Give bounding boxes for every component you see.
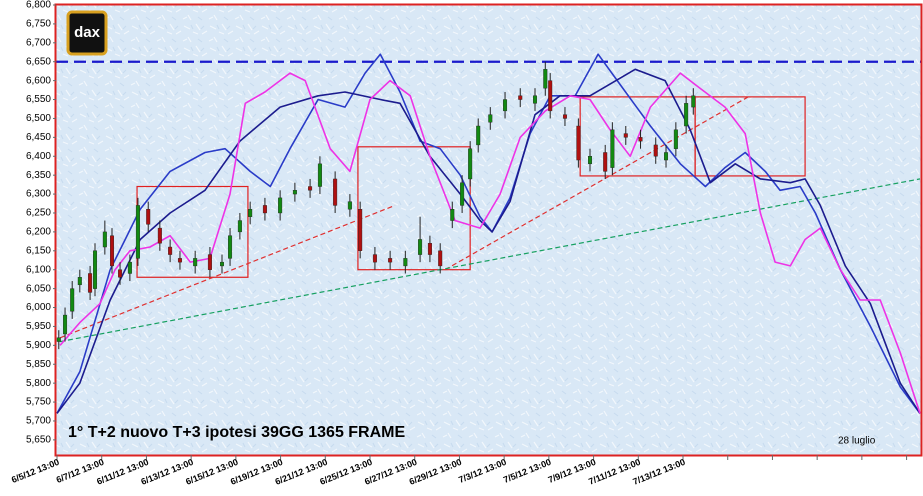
candle-body	[168, 246, 173, 255]
candle-body	[610, 129, 615, 168]
y-tick-label: 6,250	[26, 208, 51, 219]
candle-body	[77, 277, 82, 286]
candle-body	[438, 250, 443, 267]
y-tick-label: 5,750	[26, 397, 51, 408]
candle-body	[70, 288, 75, 312]
candle-body	[427, 243, 432, 255]
candle-body	[118, 269, 123, 278]
plot-layer	[56, 53, 922, 414]
candle-body	[684, 103, 689, 127]
candle-body	[673, 129, 678, 149]
y-tick-label: 6,150	[26, 245, 51, 256]
candle-body	[372, 254, 377, 263]
candle-body	[653, 144, 658, 157]
candle-body	[548, 80, 553, 112]
candle-body	[207, 254, 212, 270]
y-tick-label: 6,300	[26, 189, 51, 200]
candle-body	[102, 231, 107, 248]
candle-body	[450, 209, 455, 221]
y-tick-label: 6,550	[26, 94, 51, 105]
candle-body	[262, 205, 267, 214]
candle-body	[177, 258, 182, 263]
candle-body	[63, 314, 68, 335]
candle-body	[146, 209, 151, 225]
logo: dax	[66, 10, 108, 56]
y-tick-label: 5,800	[26, 378, 51, 389]
x-tick-label: 7/3/12 13:00	[457, 457, 508, 485]
logo-badge	[66, 10, 108, 56]
candle-body	[418, 239, 423, 255]
y-tick-label: 6,600	[26, 75, 51, 86]
candle-body	[248, 209, 253, 217]
y-tick-label: 6,800	[26, 0, 51, 11]
x-tick-label: 7/5/12 13:00	[502, 457, 553, 485]
y-tick-label: 6,000	[26, 302, 51, 313]
y-tick-label: 6,650	[26, 56, 51, 67]
candle-body	[219, 261, 224, 267]
y-tick-label: 6,050	[26, 283, 51, 294]
trendline	[59, 178, 921, 343]
candle-body	[135, 205, 140, 259]
candle-body	[308, 186, 313, 191]
trendline	[59, 204, 396, 339]
y-tick-label: 6,400	[26, 151, 51, 162]
range-box	[694, 96, 806, 177]
annotation: 28 luglio	[838, 436, 876, 447]
logo-text: dax	[74, 24, 101, 41]
trendline	[444, 95, 751, 271]
y-tick-label: 5,700	[26, 416, 51, 427]
candle-body	[488, 114, 493, 123]
y-tick-label: 6,100	[26, 264, 51, 275]
cycle-line	[56, 68, 921, 414]
x-tick-label: 6/5/12 13:00	[10, 457, 61, 485]
y-tick-label: 6,450	[26, 132, 51, 143]
candle-body	[576, 125, 581, 161]
candle-body	[562, 114, 567, 119]
candle-body	[292, 190, 297, 195]
candle-body	[317, 163, 322, 187]
y-tick-label: 5,850	[26, 359, 51, 370]
candle-body	[664, 152, 669, 161]
candle-body	[127, 261, 132, 274]
candle-body	[460, 182, 465, 206]
y-tick-label: 5,950	[26, 321, 51, 332]
y-tick-label: 6,750	[26, 19, 51, 30]
candle-body	[691, 95, 696, 108]
y-tick-label: 5,900	[26, 340, 51, 351]
candle-body	[503, 99, 508, 112]
candle-body	[388, 258, 393, 263]
candle-body	[623, 133, 628, 138]
candle-body	[468, 148, 473, 180]
candle-body	[193, 258, 198, 267]
candle-body	[109, 235, 114, 267]
candle-body	[476, 125, 481, 146]
candle-body	[228, 235, 233, 259]
candle-body	[638, 137, 643, 142]
y-tick-label: 6,350	[26, 170, 51, 181]
candle-body	[347, 201, 352, 210]
candle-body	[56, 337, 61, 342]
candle-body	[358, 209, 363, 251]
candle-body	[588, 156, 593, 165]
y-tick-label: 6,200	[26, 227, 51, 238]
candle-body	[157, 227, 162, 244]
candle-body	[93, 250, 98, 289]
candle-body	[88, 273, 93, 293]
y-tick-label: 6,700	[26, 37, 51, 48]
candle-body	[603, 152, 608, 172]
y-tick-label: 5,650	[26, 435, 51, 446]
candle-body	[237, 220, 242, 233]
candle-body	[333, 178, 338, 206]
plot-frame	[54, 3, 923, 457]
candle-body	[533, 95, 538, 104]
candle-body	[518, 95, 523, 100]
candle-body	[403, 258, 408, 267]
y-tick-label: 6,500	[26, 113, 51, 124]
candle-body	[278, 197, 283, 214]
candle-body	[543, 69, 548, 89]
chart-title: 1° T+2 nuovo T+3 ipotesi 39GG 1365 FRAME	[68, 424, 405, 441]
